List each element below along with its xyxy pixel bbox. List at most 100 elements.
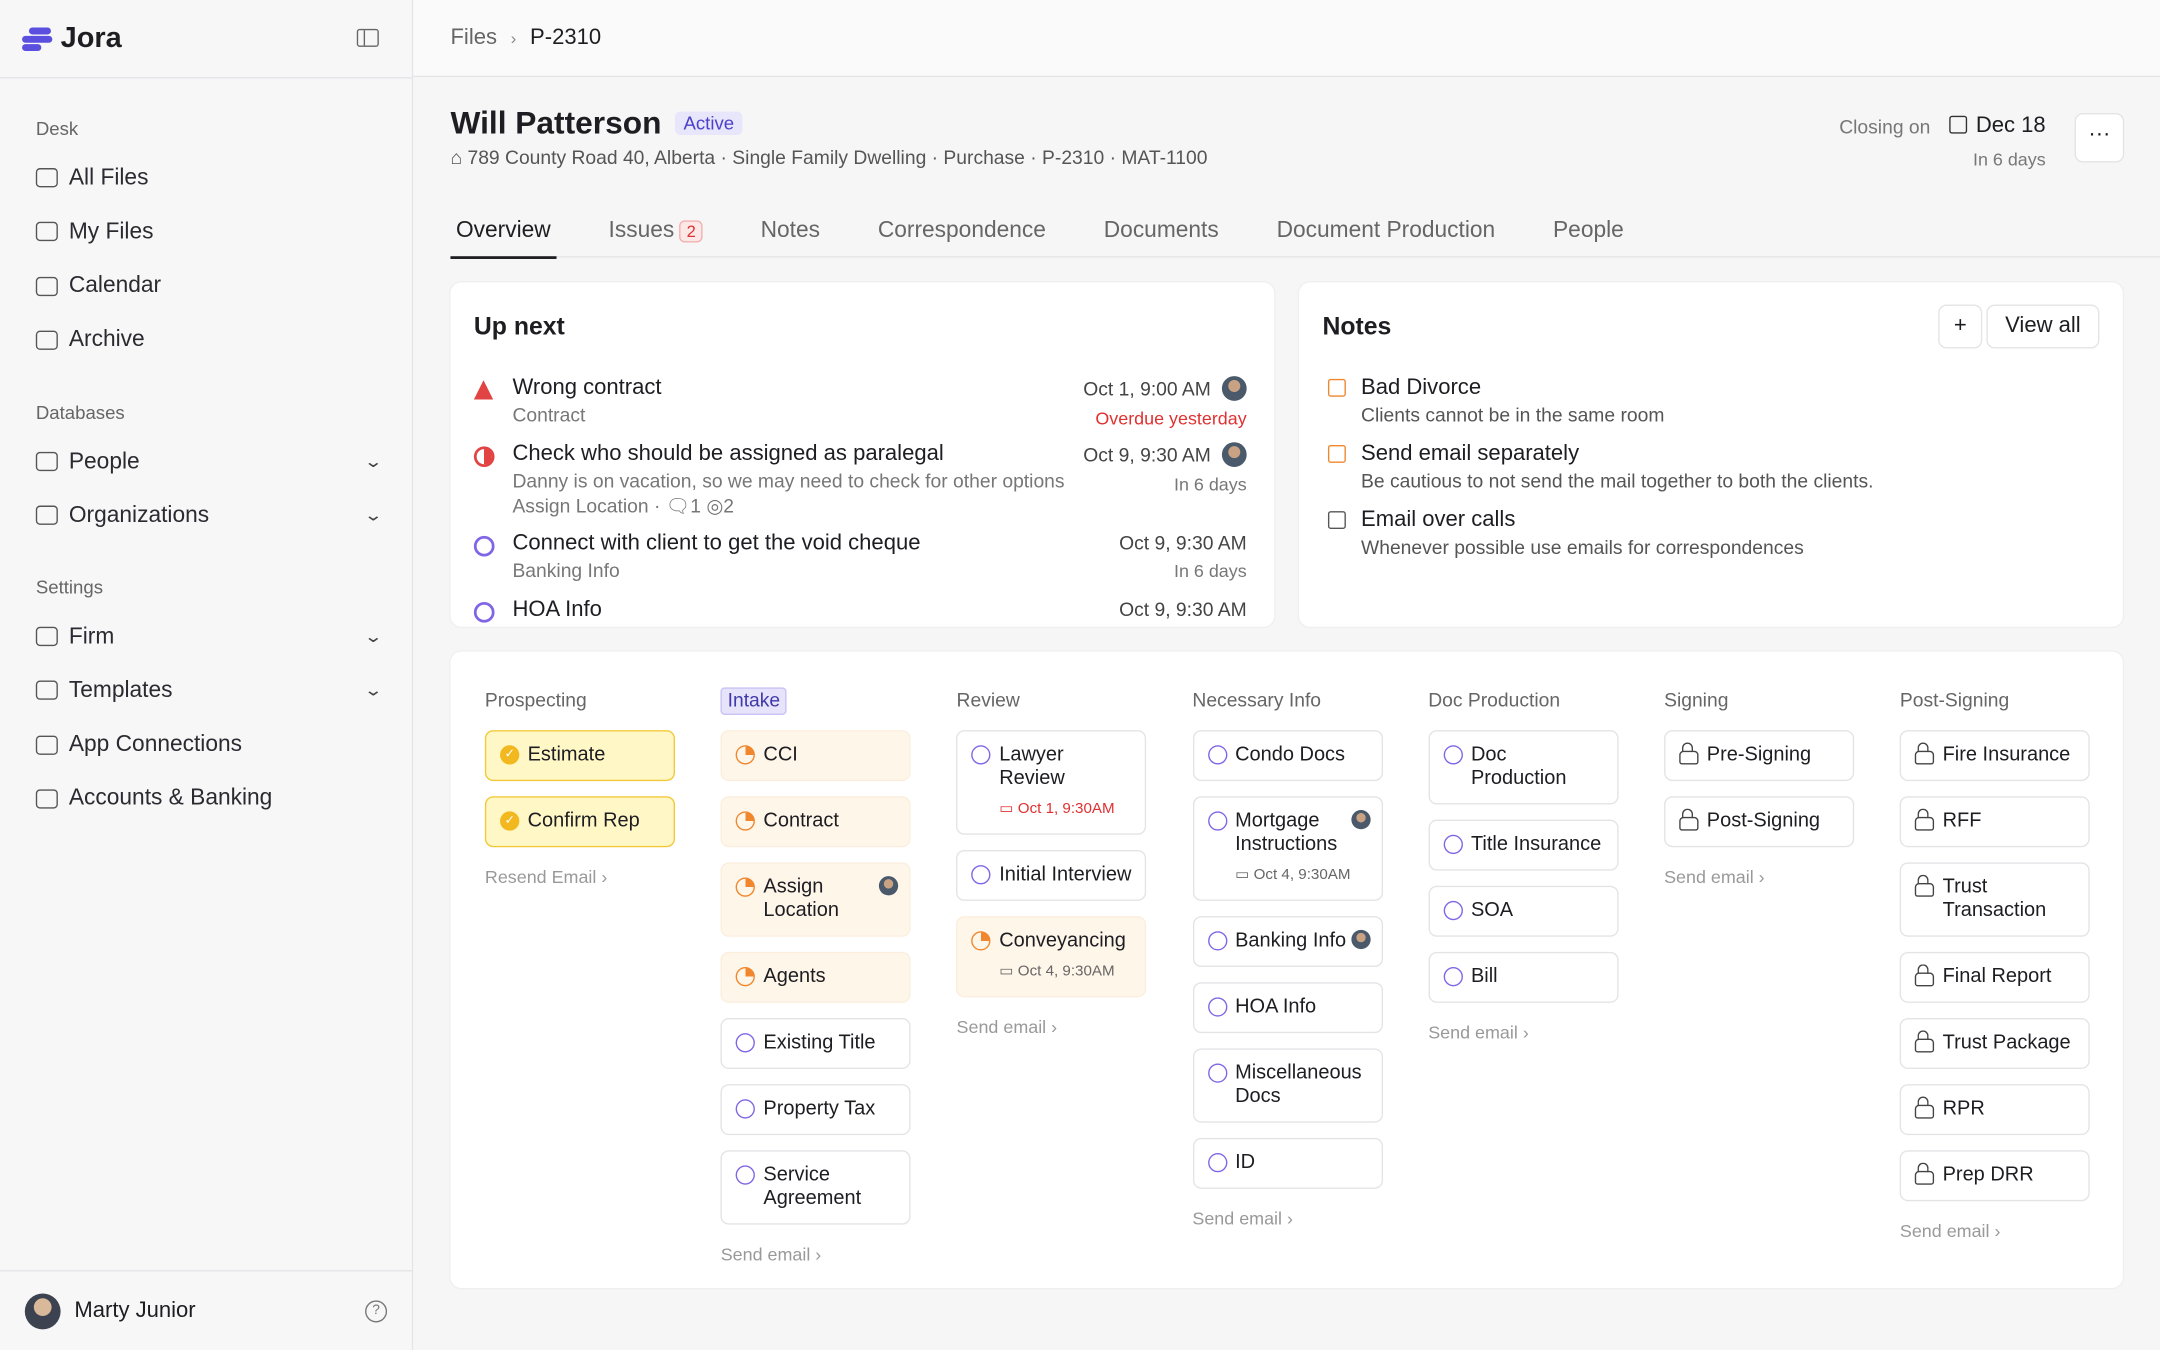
note-item[interactable]: Email over calls Whenever possible use em… <box>1322 508 1804 558</box>
task-card[interactable]: Trust Transaction <box>1899 862 2091 937</box>
sidebar-item-firm[interactable]: Firm ⌄ <box>35 620 383 653</box>
task-label: Final Report <box>1942 965 2052 988</box>
task-card[interactable]: Agents <box>720 951 911 1003</box>
send-email-link[interactable]: Send email › <box>721 1244 911 1265</box>
app-logo[interactable]: Jora <box>22 22 122 55</box>
task-card[interactable]: CCI <box>720 730 911 782</box>
up-next-item[interactable]: Check who should be assigned as paralega… <box>473 442 1247 518</box>
task-card[interactable]: Service Agreement <box>720 1150 911 1225</box>
send-email-link[interactable]: Send email › <box>1900 1221 2090 1242</box>
task-card[interactable]: ID <box>1192 1137 1383 1189</box>
note-item[interactable]: Send email separately Be cautious to not … <box>1322 442 1873 492</box>
task-card[interactable]: Assign Location <box>720 862 911 937</box>
chevron-right-icon: › <box>1046 1016 1058 1038</box>
item-title: Check who should be assigned as paralega… <box>512 442 944 466</box>
stage-column-post-signing: Post-Signing Fire Insurance RFF Trust Trans… <box>1899 687 2091 1242</box>
sidebar-item-my-files[interactable]: My Files <box>35 215 380 248</box>
send-email-link[interactable]: Resend Email › <box>485 866 675 887</box>
send-email-link[interactable]: Send email › <box>1428 1022 1618 1043</box>
note-item[interactable]: Bad Divorce Clients cannot be in the same… <box>1322 376 1664 426</box>
tab-correspondence[interactable]: Correspondence <box>872 215 1051 258</box>
tab-issues[interactable]: Issues 2 <box>603 215 708 258</box>
task-card[interactable]: SOA <box>1428 885 1619 937</box>
blocked-status-icon[interactable] <box>473 446 495 467</box>
alert-icon[interactable] <box>473 380 494 400</box>
task-card[interactable]: Bill <box>1428 951 1619 1003</box>
up-next-item[interactable]: Connect with client to get the void cheq… <box>473 532 1247 581</box>
tab-document-production[interactable]: Document Production <box>1271 215 1501 258</box>
sidebar-item-organizations[interactable]: Organizations ⌄ <box>35 499 383 532</box>
assignee-avatar[interactable] <box>1221 442 1247 467</box>
assignee-avatar[interactable] <box>1350 929 1371 950</box>
task-card[interactable]: Post-Signing <box>1664 796 1855 848</box>
stage-header: Necessary Info <box>1192 688 1322 711</box>
task-card[interactable]: Property Tax <box>720 1084 911 1136</box>
sidebar-item-calendar[interactable]: Calendar <box>35 269 380 302</box>
chevron-down-icon[interactable]: ⌄ <box>363 451 383 472</box>
task-label: Trust Package <box>1942 1031 2071 1054</box>
view-all-notes-button[interactable]: View all <box>1986 304 2100 349</box>
send-email-label: Send email <box>956 1016 1047 1038</box>
send-email-link[interactable]: Send email › <box>957 1017 1147 1038</box>
task-card[interactable]: RPR <box>1899 1084 2091 1136</box>
stage-column-intake: Intake CCI Contract Assign Location Agents Ex… <box>720 687 911 1265</box>
sidebar-item-app-connections[interactable]: App Connections <box>35 728 380 761</box>
up-next-item[interactable]: Wrong contract Contract Oct 1, 9:00 AM Over… <box>473 376 1247 429</box>
assignee-avatar[interactable] <box>1350 809 1371 830</box>
task-card[interactable]: Lawyer Review ▭ Oct 1, 9:30AM <box>956 730 1147 835</box>
user-profile[interactable]: Marty Junior ? <box>0 1270 412 1350</box>
task-card[interactable]: RFF <box>1899 796 2091 848</box>
tab-overview[interactable]: Overview <box>450 215 556 259</box>
send-email-label: Send email <box>1664 866 1754 888</box>
lock-icon <box>1915 808 1935 831</box>
help-icon[interactable]: ? <box>365 1299 388 1322</box>
closing-countdown: In 6 days <box>1972 148 2046 170</box>
task-card[interactable]: Existing Title <box>720 1018 911 1069</box>
send-email-link[interactable]: Send email › <box>1192 1208 1382 1229</box>
tab-people[interactable]: People <box>1548 215 1630 258</box>
todo-status-icon[interactable] <box>473 535 495 557</box>
chevron-right-icon: › <box>596 866 608 888</box>
more-options-button[interactable]: ··· <box>2074 112 2125 163</box>
task-card[interactable]: Prep DRR <box>1899 1150 2091 1202</box>
collapse-sidebar-icon[interactable] <box>356 28 379 47</box>
task-card[interactable]: Conveyancing ▭ Oct 4, 9:30AM <box>956 916 1147 998</box>
task-card[interactable]: Title Insurance <box>1428 819 1619 871</box>
task-card[interactable]: Trust Package <box>1899 1018 2091 1069</box>
task-card[interactable]: ✓ Confirm Rep <box>484 796 675 848</box>
task-card[interactable]: Contract <box>720 796 911 848</box>
task-card[interactable]: Doc Production <box>1428 730 1619 805</box>
task-card[interactable]: ✓ Estimate <box>484 730 675 782</box>
tab-documents[interactable]: Documents <box>1098 215 1224 258</box>
lock-icon <box>1915 874 1935 897</box>
breadcrumb-files[interactable]: Files <box>450 25 497 49</box>
sidebar-item-all-files[interactable]: All Files <box>35 161 380 194</box>
task-card[interactable]: Mortgage Instructions ▭ Oct 4, 9:30AM <box>1192 796 1383 901</box>
task-card[interactable]: Final Report <box>1899 951 2091 1003</box>
sidebar-item-accounts-banking[interactable]: Accounts & Banking <box>35 782 380 815</box>
sidebar-item-archive[interactable]: Archive <box>35 324 380 357</box>
task-card[interactable]: HOA Info <box>1192 982 1383 1034</box>
due-date: Oct 1, 9:00 AM <box>1083 377 1211 400</box>
tab-notes[interactable]: Notes <box>755 215 825 258</box>
todo-status-icon[interactable] <box>473 601 495 623</box>
add-note-button[interactable]: + <box>1938 304 1983 349</box>
task-card[interactable]: Condo Docs <box>1192 730 1383 782</box>
task-card[interactable]: Initial Interview <box>956 849 1147 901</box>
send-email-link[interactable]: Send email › <box>1664 866 1854 887</box>
assignee-avatar[interactable] <box>879 876 899 896</box>
chevron-down-icon[interactable]: ⌄ <box>363 505 383 526</box>
chevron-down-icon[interactable]: ⌄ <box>363 680 383 701</box>
due-relative: Overdue yesterday <box>1095 407 1247 429</box>
task-card[interactable]: Miscellaneous Docs <box>1192 1048 1383 1123</box>
task-card[interactable]: Fire Insurance <box>1899 730 2091 782</box>
sidebar-item-templates[interactable]: Templates ⌄ <box>35 674 383 707</box>
up-next-item[interactable]: HOA Info Oct 9, 9:30 AM <box>473 598 1247 623</box>
sidebar-item-people[interactable]: People ⌄ <box>35 445 383 478</box>
send-email-label: Send email <box>1428 1022 1518 1043</box>
due-line: Oct 1, 9:00 AM <box>1083 376 1247 401</box>
task-card[interactable]: Banking Info <box>1192 916 1383 968</box>
task-card[interactable]: Pre-Signing <box>1664 730 1855 782</box>
assignee-avatar[interactable] <box>1221 376 1247 401</box>
chevron-down-icon[interactable]: ⌄ <box>363 626 383 647</box>
